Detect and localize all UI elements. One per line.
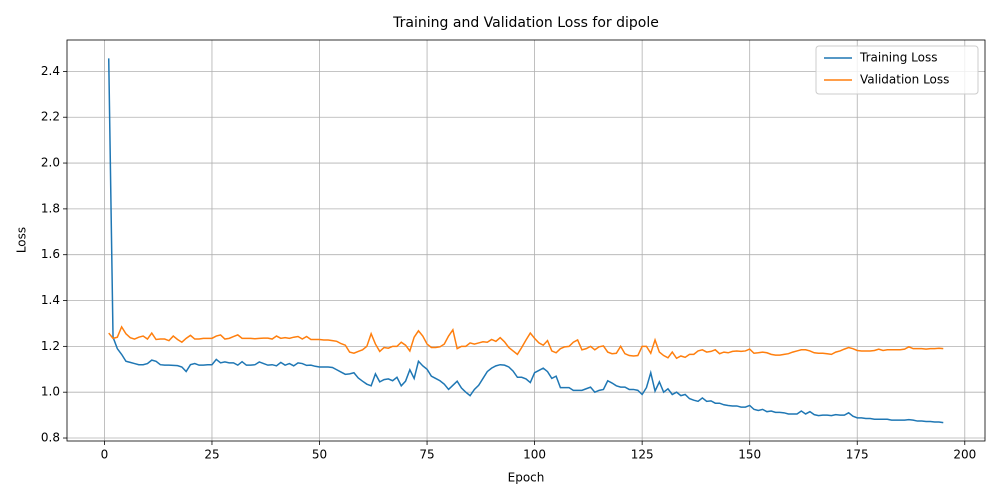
y-tick-label: 1.6 (41, 247, 60, 261)
chart-title: Training and Validation Loss for dipole (392, 15, 659, 31)
y-tick-label: 1.2 (41, 339, 60, 353)
y-tick-label: 2.4 (41, 64, 60, 78)
x-axis-label: Epoch (508, 471, 545, 485)
y-tick-label: 1.0 (41, 385, 60, 399)
x-tick-label: 100 (523, 448, 546, 462)
y-axis-label: Loss (15, 227, 29, 253)
plot-frame (66, 39, 986, 442)
y-tick-label: 2.0 (41, 156, 60, 170)
legend-label: Validation Loss (860, 73, 949, 87)
line-series (108, 325, 944, 360)
y-tick-label: 1.8 (41, 201, 60, 215)
x-tick-label: 175 (846, 448, 869, 462)
x-tick-label: 125 (631, 448, 654, 462)
legend-label: Training Loss (859, 51, 937, 65)
line-series (107, 58, 944, 424)
x-tick-label: 75 (419, 448, 434, 462)
x-tick-label: 50 (312, 448, 327, 462)
x-tick-label: 0 (101, 448, 109, 462)
y-tick-label: 0.8 (41, 431, 60, 445)
x-tick-label: 150 (738, 448, 761, 462)
legend-box (815, 45, 979, 95)
x-tick-label: 25 (204, 448, 219, 462)
legend: Training Loss Validation Loss (815, 45, 979, 95)
y-tick-label: 1.4 (41, 293, 60, 307)
x-tick-label: 200 (953, 448, 976, 462)
y-tick-label: 2.2 (41, 110, 60, 124)
